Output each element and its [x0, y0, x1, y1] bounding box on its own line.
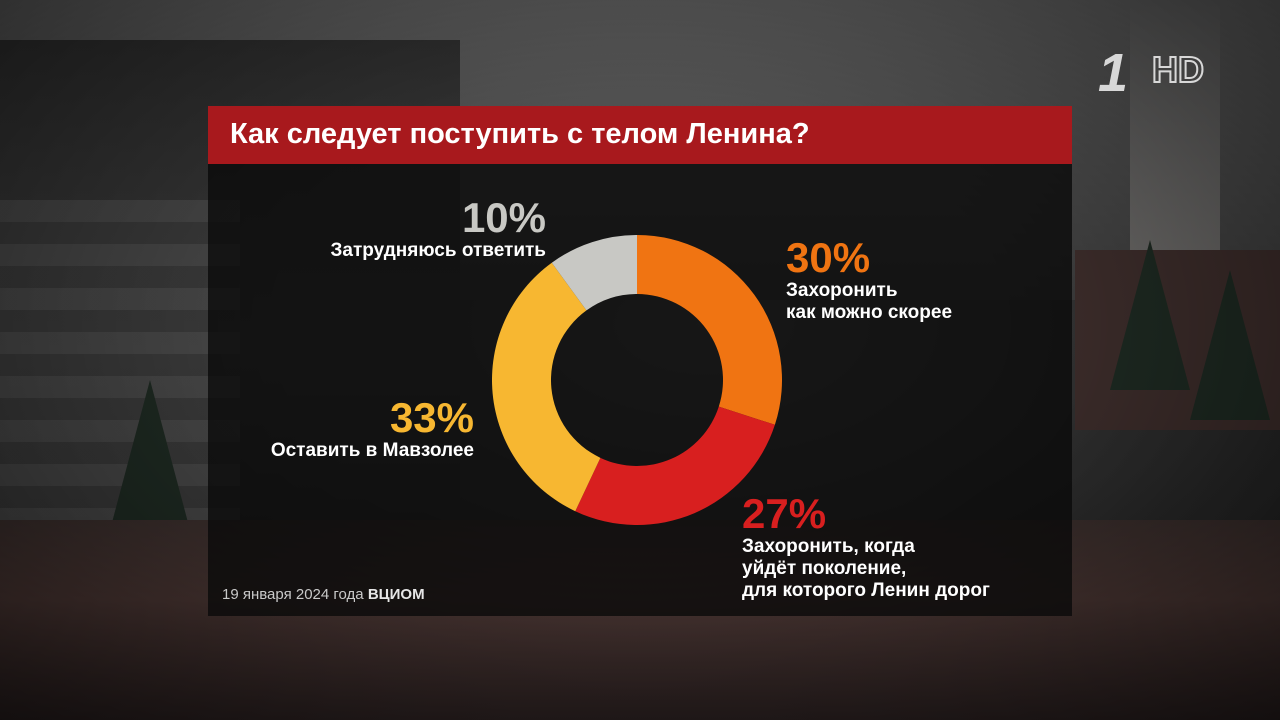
desc-bury-soon-line1: Захоронить — [786, 280, 898, 301]
desc-bury-later-line1: Захоронить, когда — [742, 536, 915, 557]
label-leave-in-mausoleum: 33% Оставить в Мавзолее — [238, 396, 474, 462]
percent-leave-in-mausoleum: 33% — [389, 394, 474, 441]
label-bury-later: 27% Захоронить, когда уйдёт поколение, д… — [742, 492, 1062, 602]
percent-bury-later: 27% — [742, 490, 827, 537]
desc-hard-to-answer: Затрудняюсь ответить — [330, 240, 546, 261]
desc-bury-later-line3: для которого Ленин дорог — [742, 580, 990, 601]
label-hard-to-answer: 10% Затрудняюсь ответить — [300, 196, 546, 262]
channel-logo: 1 HD — [1098, 43, 1205, 103]
desc-leave-in-mausoleum: Оставить в Мавзолее — [270, 440, 474, 461]
survey-date: 19 января 2024 года — [222, 586, 368, 603]
channel-logo-hd: HD — [1151, 49, 1205, 90]
percent-bury-soon: 30% — [786, 234, 871, 281]
chart-panel: Как следует поступить с телом Ленина? 10… — [208, 106, 1072, 616]
donut-slice-0 — [637, 235, 782, 425]
survey-source: ВЦИОМ — [367, 586, 425, 603]
percent-hard-to-answer: 10% — [461, 194, 546, 241]
title-bar: Как следует поступить с телом Ленина? — [208, 106, 1072, 164]
label-bury-soon: 30% Захоронить как можно скорее — [786, 236, 1046, 324]
chart-title: Как следует поступить с телом Ленина? — [230, 118, 810, 150]
source-footer: 19 января 2024 года ВЦИОМ — [222, 586, 425, 603]
donut-slice-2 — [492, 262, 601, 512]
channel-logo-number: 1 — [1098, 43, 1128, 103]
desc-bury-later-line2: уйдёт поколение, — [742, 558, 907, 579]
desc-bury-soon-line2: как можно скорее — [786, 302, 953, 323]
donut-chart — [492, 235, 782, 525]
donut-slice-3 — [551, 235, 637, 311]
donut-slice-1 — [575, 406, 775, 525]
